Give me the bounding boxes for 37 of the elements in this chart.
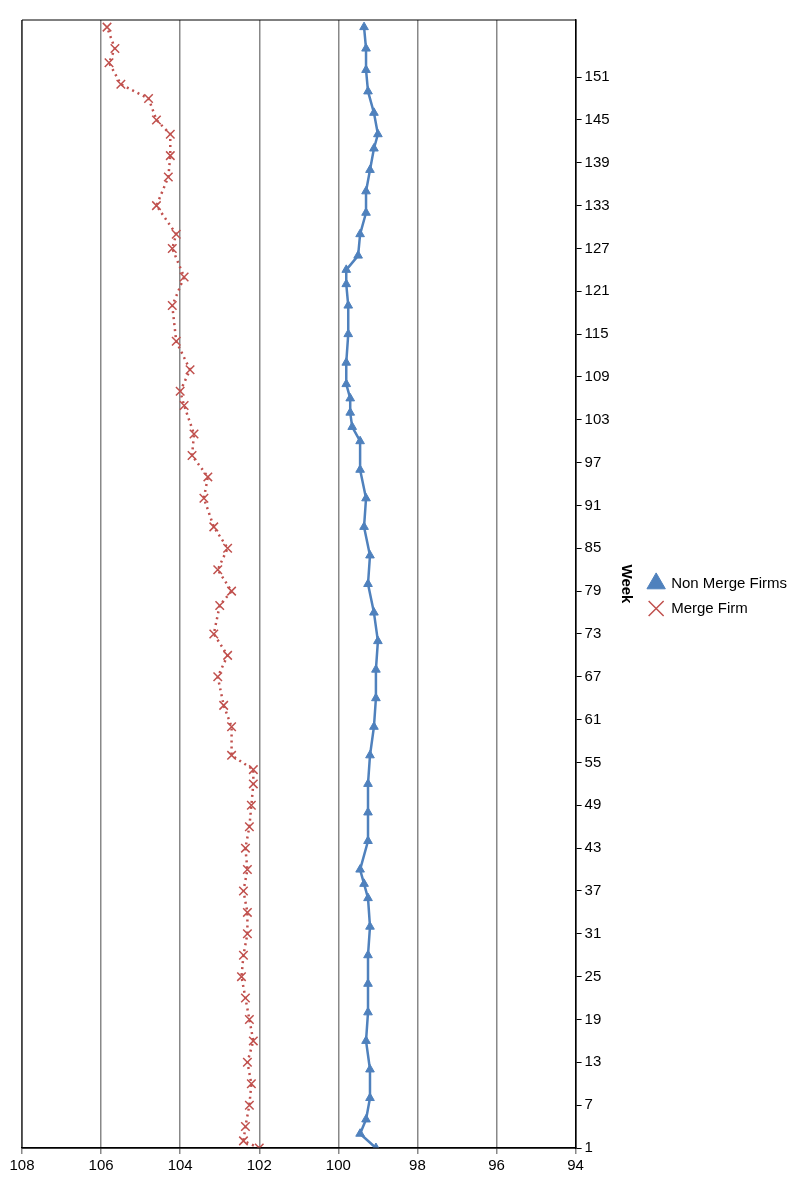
y-tick-label: 31 — [584, 923, 602, 941]
y-tick-label: 91 — [584, 495, 602, 513]
x-tick-label: 96 — [488, 1156, 505, 1174]
y-tick-label: 97 — [584, 452, 602, 470]
x-tick-label: 108 — [9, 1156, 35, 1174]
y-tick-label: 73 — [584, 624, 602, 642]
y-tick-label: 1 — [584, 1138, 593, 1156]
y-tick-label: 139 — [584, 152, 610, 170]
y-tick-label: 61 — [584, 709, 602, 727]
y-tick-label: 79 — [584, 581, 602, 599]
legend-label: Merge Firm — [671, 598, 748, 616]
x-tick-label: 104 — [167, 1156, 193, 1174]
y-tick-label: 37 — [584, 881, 602, 899]
y-tick-label: 25 — [584, 966, 602, 984]
y-tick-label: 55 — [584, 752, 602, 770]
x-tick-label: 100 — [325, 1156, 351, 1174]
y-tick-label: 67 — [584, 666, 602, 684]
y-tick-label: 115 — [584, 324, 609, 342]
y-axis-title: Week — [618, 564, 636, 605]
y-tick-label: 85 — [584, 538, 602, 556]
y-tick-label: 43 — [584, 838, 602, 856]
y-tick-label: 49 — [584, 795, 602, 813]
x-tick-label: 102 — [246, 1156, 272, 1174]
y-tick-label: 103 — [584, 409, 610, 427]
y-tick-label: 109 — [584, 367, 610, 385]
y-tick-label: 13 — [584, 1052, 602, 1070]
y-tick-label: 127 — [584, 238, 610, 256]
y-tick-label: 7 — [584, 1095, 593, 1113]
legend-label: Non Merge Firms — [671, 573, 787, 591]
y-tick-label: 151 — [584, 67, 610, 85]
x-tick-label: 94 — [567, 1156, 584, 1174]
x-tick-label: 98 — [409, 1156, 426, 1174]
x-tick-label: 106 — [88, 1156, 114, 1174]
y-tick-label: 121 — [584, 281, 610, 299]
y-tick-label: 133 — [584, 195, 610, 213]
y-tick-label: 145 — [584, 110, 610, 128]
y-tick-label: 19 — [584, 1009, 602, 1027]
